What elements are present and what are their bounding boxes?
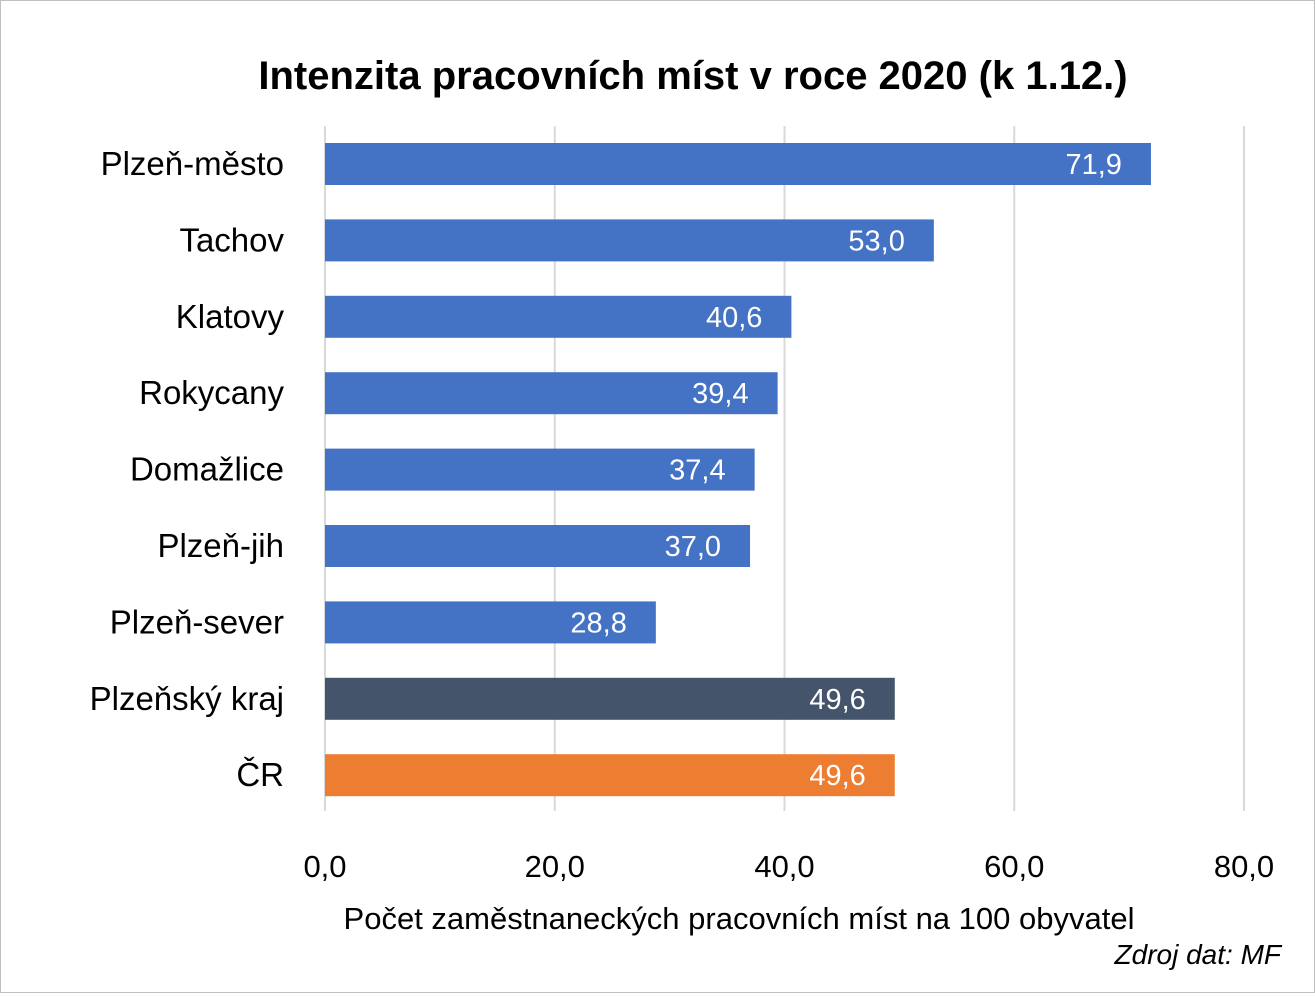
category-label: Plzeň-město: [101, 145, 284, 182]
data-label: 49,6: [809, 760, 865, 792]
category-label: ČR: [236, 756, 284, 793]
data-label: 40,6: [706, 302, 762, 334]
bar: [325, 372, 778, 415]
category-label: Rokycany: [139, 374, 284, 411]
category-labels: Plzeň-město Tachov Klatovy Rokycany Domažlic…: [90, 145, 285, 793]
bar: [325, 448, 755, 491]
category-label: Plzeň-jih: [157, 527, 284, 564]
data-labels: 71,9 53,0 40,6 39,4 37,4 37,0 28,8 49,6 49,6: [570, 149, 1122, 792]
category-label: Plzeň-sever: [110, 603, 284, 640]
bar: [325, 525, 751, 567]
bar: [325, 295, 792, 338]
data-label: 53,0: [848, 225, 904, 257]
x-tick-labels: 0,0 20,0 40,0 60,0 80,0: [303, 849, 1274, 884]
data-label: 37,4: [669, 455, 725, 487]
category-label: Klatovy: [176, 298, 285, 335]
x-tick-label: 40,0: [754, 849, 814, 884]
chart-title: Intenzita pracovních míst v roce 2020 (k…: [258, 54, 1127, 98]
data-label: 71,9: [1065, 149, 1121, 181]
bars: [325, 143, 1151, 797]
x-tick-label: 20,0: [525, 849, 585, 884]
bar: [325, 219, 934, 262]
bar: [325, 143, 1151, 185]
data-label: 37,0: [665, 531, 721, 563]
x-axis-label: Počet zaměstnaneckých pracovních míst na…: [344, 901, 1135, 936]
data-label: 39,4: [692, 378, 748, 410]
bar: [325, 677, 895, 720]
x-tick-label: 80,0: [1214, 849, 1274, 884]
x-tick-label: 0,0: [303, 849, 346, 884]
category-label: Plzeňský kraj: [90, 680, 284, 717]
bar: [325, 754, 895, 797]
data-label: 49,6: [809, 684, 865, 716]
data-label: 28,8: [570, 607, 626, 639]
bar: [325, 601, 656, 644]
category-label: Tachov: [179, 221, 284, 258]
source-note: Zdroj dat: MF: [1114, 939, 1283, 970]
x-tick-label: 60,0: [984, 849, 1044, 884]
category-label: Domažlice: [130, 451, 284, 488]
